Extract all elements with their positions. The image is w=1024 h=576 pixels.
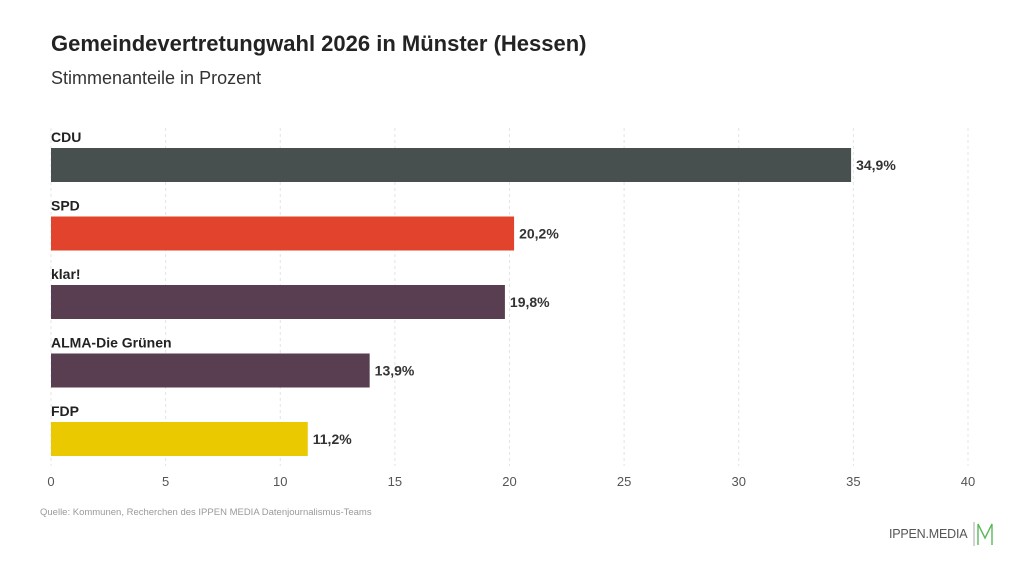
x-tick-label: 25 (617, 474, 631, 489)
category-label: klar! (51, 266, 81, 282)
bar (51, 353, 370, 388)
bar (51, 285, 505, 319)
x-tick-label: 20 (502, 474, 516, 489)
source-note: Quelle: Kommunen, Recherchen des IPPEN M… (40, 507, 372, 518)
chart-subtitle: Stimmenanteile in Prozent (51, 68, 262, 88)
value-label: 20,2% (519, 226, 559, 242)
x-tick-label: 40 (961, 474, 975, 489)
category-label: CDU (51, 129, 81, 145)
category-label: FDP (51, 403, 79, 419)
x-tick-label: 35 (846, 474, 860, 489)
value-labels: 34,9% 20,2% 19,8% 13,9% 11,2% (313, 157, 897, 447)
publisher-logo: IPPEN.MEDIA (889, 520, 994, 548)
bar (51, 216, 515, 251)
value-label: 13,9% (375, 363, 415, 379)
logo-m-icon (973, 522, 994, 546)
value-label: 34,9% (856, 157, 896, 173)
category-label: SPD (51, 198, 80, 214)
x-tick-label: 30 (732, 474, 746, 489)
category-labels: CDU SPD klar! ALMA-Die Grünen FDP (51, 129, 172, 419)
bars (51, 148, 852, 456)
x-tick-label: 15 (388, 474, 402, 489)
bar (51, 148, 852, 182)
x-axis-ticks: 0 5 10 15 20 25 30 35 40 (47, 474, 975, 489)
x-tick-label: 10 (273, 474, 287, 489)
logo-text: IPPEN.MEDIA (889, 527, 968, 541)
category-label: ALMA-Die Grünen (51, 335, 172, 351)
chart-title: Gemeindevertretungwahl 2026 in Münster (… (51, 31, 587, 56)
bar (51, 422, 308, 456)
value-label: 19,8% (510, 294, 550, 310)
bar-chart: CDU SPD klar! ALMA-Die Grünen FDP 34,9% 20,2%… (47, 128, 975, 489)
value-label: 11,2% (313, 431, 352, 447)
x-tick-label: 5 (162, 474, 169, 489)
x-tick-label: 0 (47, 474, 54, 489)
